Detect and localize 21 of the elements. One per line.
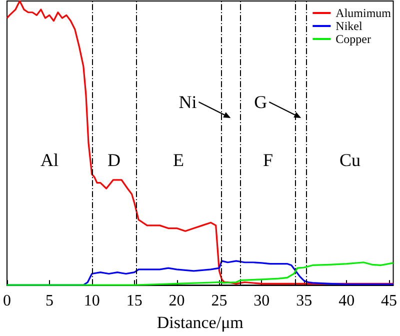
x-tick-label: 15 (126, 292, 142, 310)
annotation: G (254, 92, 268, 112)
x-tick-label: 25 (211, 292, 228, 310)
x-tick-label: 0 (3, 292, 11, 310)
annotation: Cu (339, 150, 360, 170)
x-tick-label: 45 (381, 292, 398, 310)
legend-label: Copper (336, 32, 371, 46)
annotation: F (263, 150, 274, 170)
annotation: Al (40, 150, 58, 170)
legend-label: Alumimum (336, 6, 392, 20)
annotation: D (107, 150, 120, 170)
x-tick-label: 20 (168, 292, 185, 310)
legend-label: Nikel (336, 19, 363, 33)
x-axis-title: Distance/μm (156, 313, 244, 332)
x-tick-label: 35 (296, 292, 312, 310)
annotation: Ni (178, 92, 197, 112)
x-tick-label: 40 (338, 292, 355, 310)
x-tick-label: 10 (84, 292, 100, 310)
annotation: E (172, 150, 184, 170)
x-tick-label: 5 (45, 292, 54, 310)
x-tick-label: 30 (254, 292, 270, 310)
